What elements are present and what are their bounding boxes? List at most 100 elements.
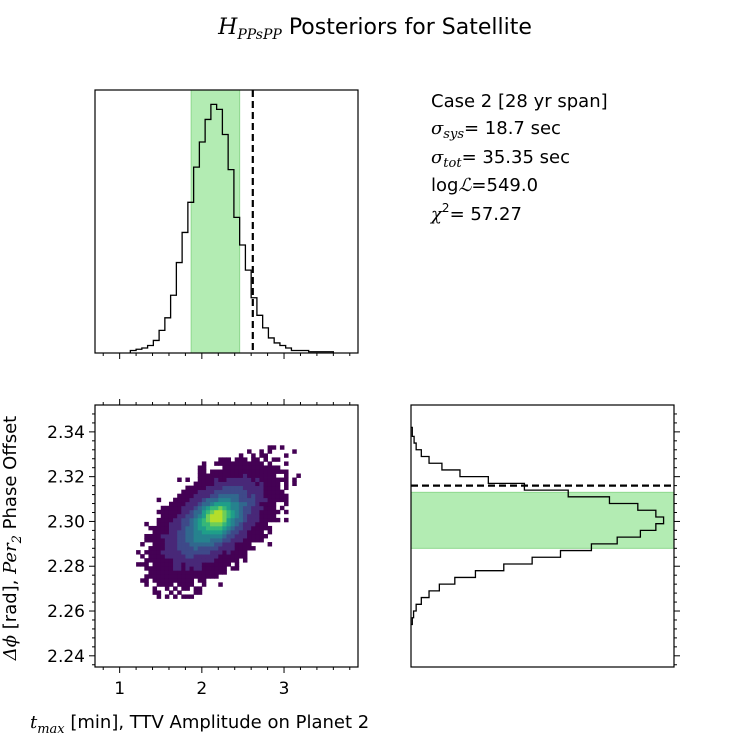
heatmap-cell [189,594,195,599]
heatmap-cell [160,550,166,555]
heatmap-cell [218,473,223,478]
heatmap-cell [193,485,199,491]
heatmap-cell [267,525,273,531]
heatmap-cell [197,513,203,519]
heatmap-cell [140,562,145,567]
heatmap-cell [218,554,223,559]
heatmap-cell [234,521,240,527]
heatmap-cell [185,477,190,482]
heatmap-cell [205,521,211,527]
heatmap-cell [218,481,223,487]
heatmap-cell [181,546,186,551]
heatmap-cell [181,513,186,519]
tmax-hist-bin [153,340,159,353]
heatmap-cell [189,525,195,531]
heatmap-cell [181,550,186,555]
heatmap-cell [193,505,199,511]
heatmap-cell [251,501,256,507]
heatmap-cell [271,457,277,462]
heatmap-cell [205,493,211,499]
heatmap-cell [201,574,207,579]
dphi-hist-bin [411,483,524,490]
heatmap-cell [205,477,211,482]
heatmap-cell [242,465,248,470]
heatmap-cell [140,554,145,559]
heatmap-cell [197,542,203,547]
y-tick-label: 2.28 [47,557,85,577]
heatmap-cell [279,469,285,474]
heatmap-cell [210,481,215,487]
heatmap-cell [234,538,240,543]
heatmap-cell [226,497,232,503]
heatmap-cell [226,489,232,495]
heatmap-cell [160,517,166,523]
heatmap-cell [226,493,232,499]
heatmap-cell [168,574,174,579]
heatmap-cell [234,509,240,515]
heatmap-cell [210,570,215,575]
heatmap-cell [234,465,240,470]
heatmap-cell [218,513,223,519]
heatmap-cell [226,461,232,466]
heatmap-cell [205,550,211,555]
loglike-prefix: log [431,175,458,196]
heatmap-cell [284,481,289,487]
heatmap-cell [177,554,182,559]
heatmap-cell [222,485,227,491]
heatmap-cell [185,529,190,535]
heatmap-cell [218,558,223,563]
heatmap-cell [185,497,190,503]
heatmap-cell [247,533,252,539]
heatmap-cell [197,550,203,555]
heatmap-cell [156,570,162,575]
heatmap-cell [210,550,215,555]
heatmap-cell [255,509,260,515]
heatmap-cell [238,538,244,543]
heatmap-cell [238,481,244,487]
heatmap-cell [185,485,190,491]
heatmap-cell [214,554,219,559]
heatmap-cell [230,521,236,527]
heatmap-cell [168,546,174,551]
heatmap-cell [214,505,219,511]
heatmap-cell [201,529,207,535]
heatmap-cell [255,469,260,474]
heatmap-cell [197,489,203,495]
heatmap-cell [214,501,219,507]
heatmap-cell [201,558,207,563]
heatmap-cell [259,449,264,454]
heatmap-cell [177,566,182,571]
heatmap-cell [173,505,178,511]
heatmap-cell [156,497,162,503]
heatmap-cell [247,517,252,523]
heatmap-cell [148,533,153,539]
heatmap-cell [275,485,281,491]
heatmap-cell [230,558,236,563]
heatmap-cell [234,457,240,462]
heatmap-cell [177,497,182,503]
heatmap-cell [160,566,166,571]
heatmap-cell [247,449,252,454]
panel-dphi-histogram [410,404,680,668]
heatmap-cell [238,453,244,458]
heatmap-cell [214,497,219,503]
heatmap-cell [222,505,227,511]
heatmap-cell [251,525,256,531]
heatmap-cell [222,538,227,543]
heatmap-cell [242,477,248,482]
dphi-hist-bin [411,443,416,450]
heatmap-cell [230,461,236,466]
heatmap-cell [263,497,268,503]
heatmap-cell [168,542,174,547]
heatmap-cell [210,517,215,523]
heatmap-cell [218,505,223,511]
heatmap-cell [238,477,244,482]
heatmap-cell [156,562,162,567]
heatmap-cell [197,578,203,583]
heatmap-cell [193,497,199,503]
heatmap-cell [292,449,297,454]
heatmap-cell [152,546,158,551]
heatmap-cell [275,477,281,482]
heatmap-cell [214,546,219,551]
heatmap-cell [234,485,240,491]
